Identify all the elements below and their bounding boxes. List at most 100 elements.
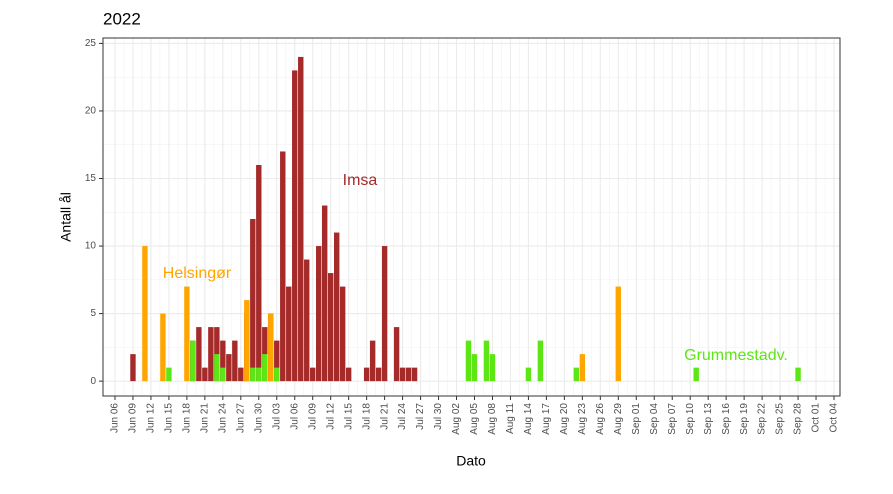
x-tick-label: Aug 29 — [613, 403, 624, 435]
x-tick-label: Jun 24 — [217, 403, 228, 433]
bar — [693, 367, 699, 382]
x-tick-label: Jun 21 — [200, 403, 211, 433]
x-tick-label: Sep 13 — [703, 403, 714, 435]
x-tick-label: Oct 01 — [811, 403, 822, 433]
x-tick-label: Jun 09 — [128, 403, 139, 433]
x-tick-label: Aug 14 — [523, 403, 534, 435]
bar — [280, 151, 286, 382]
x-tick-label: Sep 22 — [757, 403, 768, 435]
x-tick-label: Aug 05 — [469, 403, 480, 435]
bar — [537, 340, 544, 382]
x-tick-label: Sep 01 — [631, 403, 642, 435]
x-tick-label: Jun 18 — [182, 403, 193, 433]
y-tick-label: 0 — [90, 376, 96, 387]
x-tick-label: Jul 09 — [307, 403, 318, 430]
bar — [369, 340, 376, 382]
bar — [250, 219, 256, 382]
x-tick-label: Jul 15 — [343, 403, 354, 430]
bar — [166, 367, 172, 382]
bar — [405, 367, 412, 382]
x-tick-label: Jul 21 — [379, 403, 390, 430]
bar — [274, 340, 280, 382]
bar — [208, 327, 214, 382]
bar — [399, 367, 406, 382]
series-label: Grummestadv. — [684, 347, 788, 364]
bar — [615, 286, 621, 382]
bar — [375, 367, 382, 382]
bar — [345, 367, 352, 382]
bar — [256, 164, 262, 382]
y-tick-label: 20 — [85, 106, 97, 117]
x-tick-label: Jun 30 — [253, 403, 264, 433]
x-tick-label: Jun 27 — [235, 403, 246, 433]
bar — [232, 340, 238, 382]
bar — [795, 367, 801, 382]
bar — [262, 354, 268, 382]
bar — [238, 367, 244, 382]
series-label: Imsa — [343, 172, 378, 189]
x-tick-label: Aug 20 — [559, 403, 570, 435]
bar — [316, 246, 322, 382]
x-tick-label: Jul 30 — [433, 403, 444, 430]
y-tick-label: 15 — [85, 173, 97, 184]
x-tick-label: Sep 07 — [667, 403, 678, 435]
bar — [244, 300, 250, 382]
bar — [256, 367, 262, 382]
x-tick-label: Jul 06 — [289, 403, 300, 430]
bar — [465, 340, 472, 382]
bar — [160, 313, 166, 382]
x-tick-label: Aug 11 — [505, 403, 516, 434]
bar — [184, 286, 190, 382]
bar — [322, 205, 328, 382]
bar — [363, 367, 370, 382]
bar — [190, 340, 196, 382]
x-tick-label: Jul 12 — [325, 403, 336, 430]
x-tick-label: Sep 25 — [775, 403, 786, 435]
bar — [196, 327, 202, 382]
x-tick-label: Sep 19 — [739, 403, 750, 435]
bar — [142, 246, 148, 382]
x-tick-label: Aug 08 — [487, 403, 498, 435]
y-tick-label: 5 — [90, 308, 96, 319]
bar — [250, 367, 256, 382]
y-tick-label: 25 — [85, 38, 97, 49]
bar — [339, 286, 346, 382]
bar — [471, 354, 478, 382]
x-tick-label: Sep 16 — [721, 403, 732, 435]
bar — [274, 367, 280, 382]
x-axis-title: Dato — [456, 453, 486, 469]
bar — [286, 286, 292, 382]
series-label: Helsingør — [163, 265, 232, 282]
bar — [304, 259, 310, 382]
bar — [220, 367, 226, 382]
bar — [333, 232, 340, 382]
x-tick-label: Aug 23 — [577, 403, 588, 435]
bar — [411, 367, 418, 382]
bar — [525, 367, 532, 382]
bar — [220, 340, 226, 382]
bar — [202, 367, 208, 382]
y-tick-label: 10 — [85, 241, 97, 252]
bar — [310, 367, 316, 382]
chart-title: 2022 — [103, 9, 141, 28]
x-tick-label: Sep 28 — [793, 403, 804, 435]
x-tick-label: Jun 06 — [110, 403, 121, 433]
x-tick-label: Jul 18 — [361, 403, 372, 430]
x-tick-label: Aug 02 — [451, 403, 462, 435]
x-tick-label: Sep 04 — [649, 403, 660, 435]
bar — [381, 246, 388, 382]
x-tick-label: Jul 03 — [271, 403, 282, 430]
panel-border — [102, 37, 841, 397]
bar — [292, 70, 298, 382]
bar — [226, 354, 232, 382]
bar — [579, 354, 586, 382]
x-tick-label: Jul 24 — [397, 403, 408, 430]
bar — [130, 354, 136, 382]
bar — [489, 354, 496, 382]
x-tick-label: Jun 12 — [146, 403, 157, 433]
x-tick-label: Jul 27 — [415, 403, 426, 430]
x-tick-label: Aug 26 — [595, 403, 606, 435]
x-tick-label: Sep 10 — [685, 403, 696, 435]
bar — [214, 354, 220, 382]
